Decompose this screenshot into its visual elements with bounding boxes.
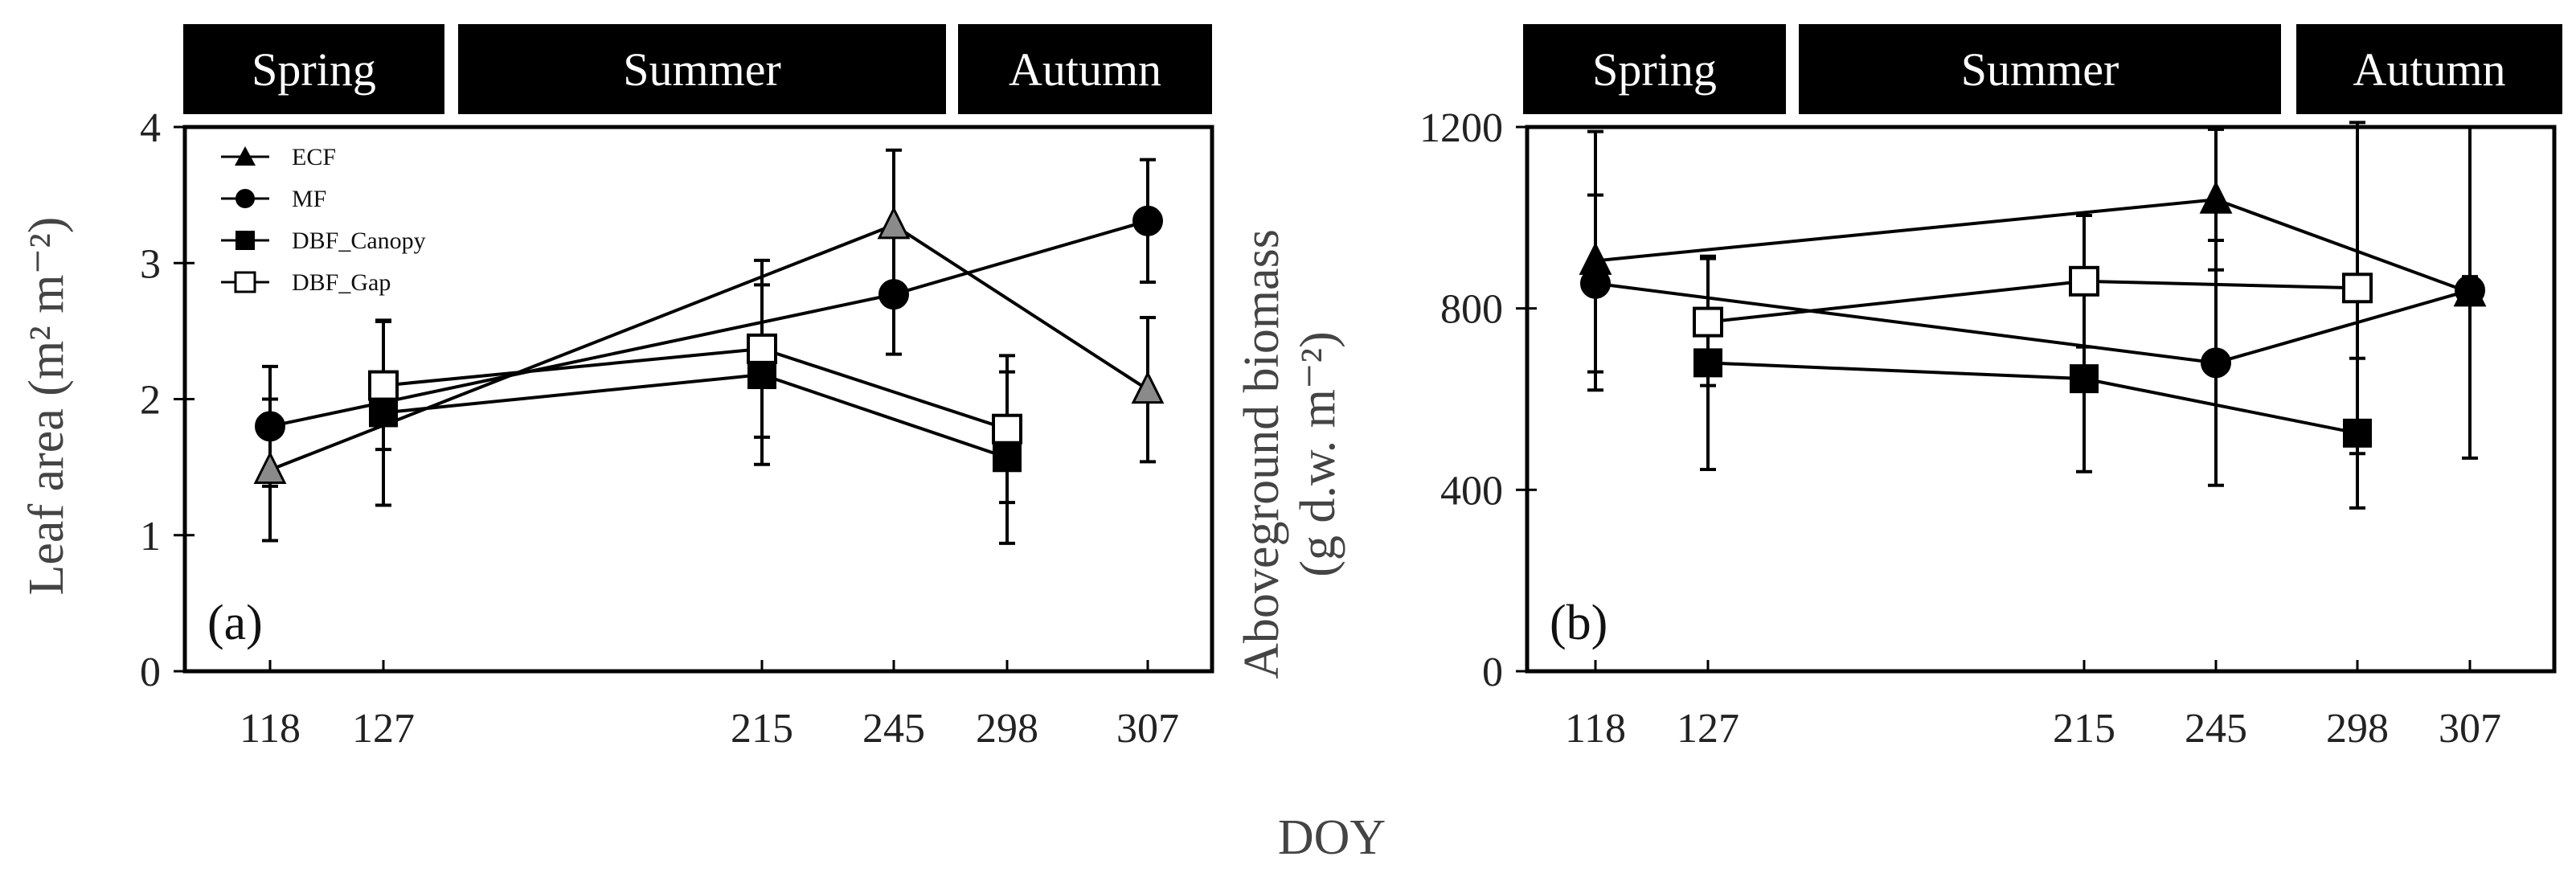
legend-marker-mf	[235, 189, 255, 208]
marker-dbf-gap	[1693, 306, 1723, 338]
x-tick-label: 298	[976, 706, 1038, 752]
panel-b: Spring Summer Autumn 0 400 800 1200 118 127 215 24…	[1235, 24, 2562, 752]
marker-dbf-canopy	[747, 360, 776, 390]
series-line-dbf-canopy	[1707, 361, 2358, 435]
season-banner-spring	[183, 24, 444, 114]
y-axis-title-line1: Aboveground biomass	[1235, 229, 1289, 679]
x-tick-label: 118	[240, 706, 301, 752]
marker-mf	[1580, 268, 1611, 299]
season-banner-summer	[1799, 24, 2281, 114]
panel-label: (a)	[207, 596, 263, 650]
marker-dbf-gap	[368, 370, 399, 401]
legend-label-mf: MF	[292, 186, 326, 212]
x-tick-label: 245	[862, 706, 925, 752]
season-label: Spring	[252, 43, 376, 96]
x-tick-label: 118	[1565, 706, 1626, 752]
legend-marker-ecf	[235, 146, 256, 166]
marker-mf	[2201, 347, 2231, 379]
y-tick-label: 1	[140, 514, 161, 559]
season-label: Autumn	[2353, 43, 2505, 96]
marker-dbf-canopy	[2343, 418, 2372, 448]
x-tick-label: 307	[2439, 706, 2501, 752]
x-tick-label: 127	[1677, 706, 1739, 752]
y-tick-label: 0	[140, 650, 161, 695]
marker-mf	[255, 411, 285, 442]
marker-ecf	[253, 451, 287, 485]
marker-dbf-gap	[747, 333, 777, 364]
marker-dbf-gap	[2342, 273, 2373, 304]
x-tick-label: 215	[2053, 706, 2115, 752]
y-tick-label: 3	[140, 241, 161, 287]
x-tick-label: 298	[2326, 706, 2389, 752]
season-banner-summer	[458, 24, 946, 114]
marker-mf	[1132, 205, 1163, 236]
legend-label-ecf: ECF	[292, 144, 336, 170]
marker-ecf	[877, 206, 911, 240]
season-banner-autumn	[958, 24, 1212, 114]
series-line-mf	[1595, 281, 2471, 365]
plot-frame	[182, 125, 1214, 674]
season-label: Autumn	[1009, 43, 1161, 96]
panel-label: (b)	[1550, 596, 1607, 650]
marker-dbf-canopy	[1693, 348, 1722, 378]
x-tick-label: 245	[2185, 706, 2247, 752]
x-tick-label: 307	[1116, 706, 1179, 752]
legend-label-dbf-canopy: DBF_Canopy	[292, 227, 426, 254]
marker-dbf-canopy	[2070, 364, 2099, 394]
marker-mf	[878, 279, 909, 310]
x-tick-label: 127	[352, 706, 415, 752]
legend-marker-dbf-gap	[234, 271, 256, 293]
series-line-dbf-gap	[1707, 279, 2358, 324]
legend-label-dbf-gap: DBF_Gap	[292, 269, 391, 296]
series-line-ecf	[1595, 198, 2471, 294]
marker-dbf-canopy	[993, 443, 1022, 473]
marker-dbf-gap	[2069, 265, 2099, 297]
season-label: Summer	[623, 43, 781, 96]
panel-a: Spring Summer Autumn 0 1 2 3 4 118 127 215 245 298 30…	[19, 24, 1214, 752]
season-label: Summer	[1961, 43, 2119, 96]
y-axis-title-line2: (g d.w. m⁻²)	[1291, 331, 1345, 577]
plot-frame	[1525, 125, 2557, 674]
y-axis-title: Leaf area (m² m⁻²)	[19, 217, 74, 596]
marker-ecf	[1131, 371, 1165, 404]
y-tick-label: 2	[140, 378, 161, 424]
marker-dbf-gap	[992, 413, 1022, 445]
marker-mf	[2455, 275, 2485, 306]
y-tick-label: 400	[1440, 468, 1503, 514]
season-banner-autumn	[2296, 24, 2562, 114]
y-tick-label: 800	[1440, 287, 1503, 333]
marker-dbf-canopy	[369, 398, 398, 428]
y-tick-label: 0	[1482, 650, 1503, 695]
y-tick-label: 4	[140, 105, 161, 151]
y-tick-label: 1200	[1419, 105, 1503, 151]
marker-ecf	[2199, 180, 2233, 214]
season-banner-spring	[1523, 24, 1786, 114]
legend-marker-dbf-canopy	[235, 231, 255, 250]
season-label: Spring	[1592, 43, 1717, 96]
x-tick-label: 215	[731, 706, 793, 752]
shared-x-axis-title: DOY	[1278, 810, 1386, 865]
